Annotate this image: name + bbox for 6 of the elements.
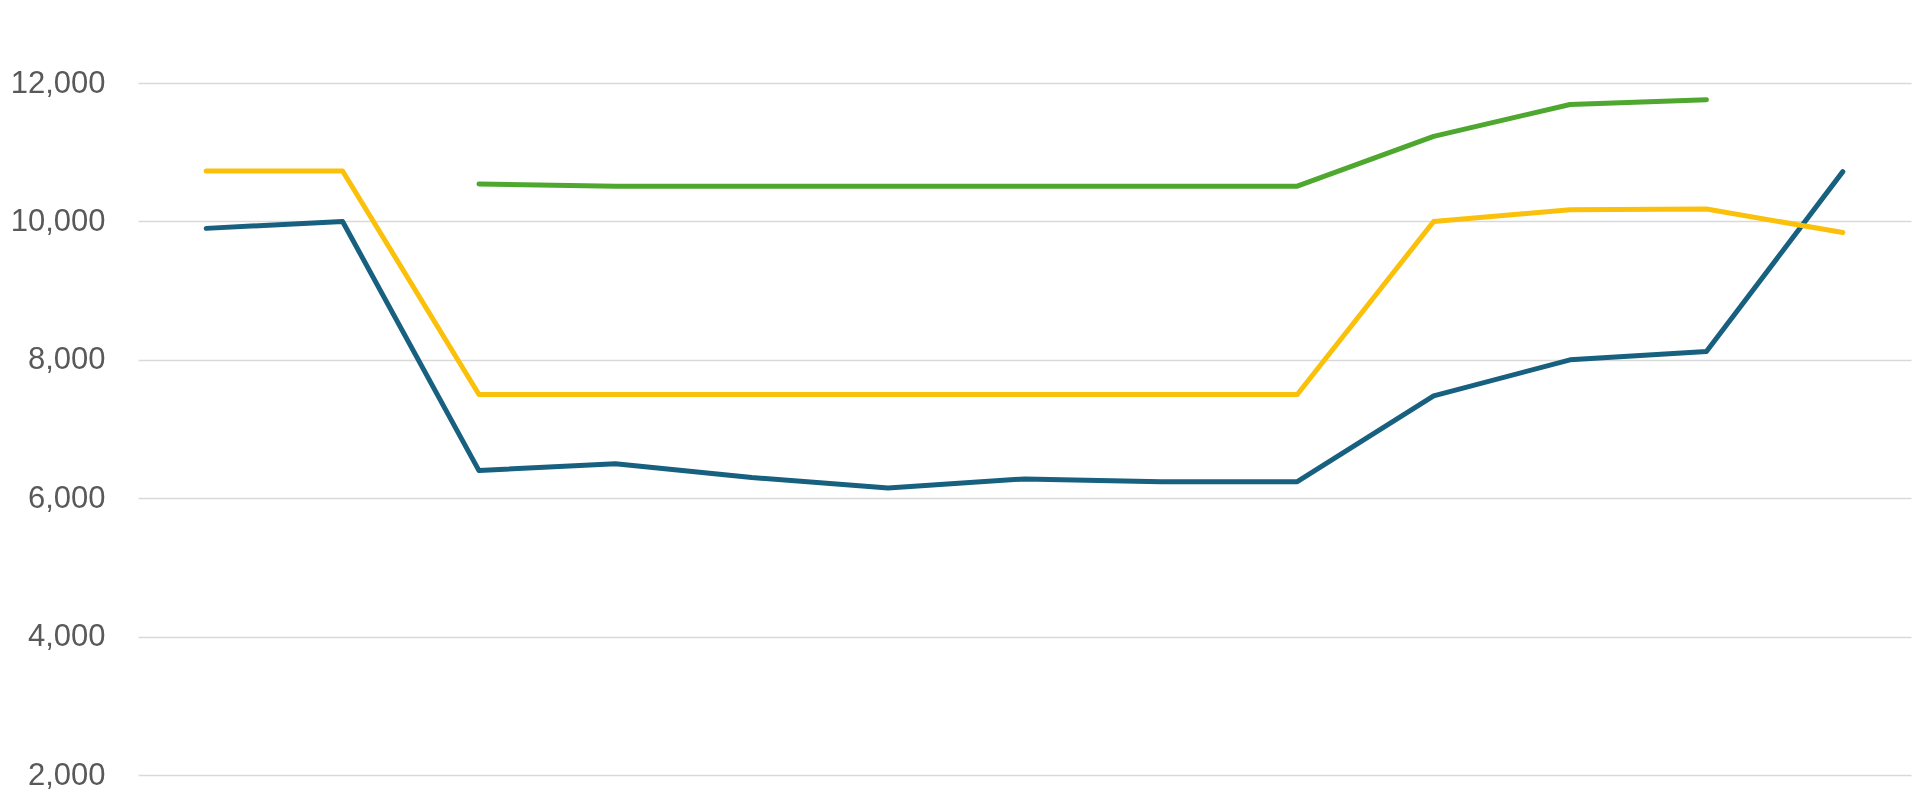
y-tick-label: 2,000 bbox=[27, 756, 106, 792]
y-tick-label: 6,000 bbox=[27, 479, 106, 515]
y-tick-label: 10,000 bbox=[10, 202, 106, 238]
y-tick-label: 4,000 bbox=[27, 618, 106, 654]
y-tick-label: 12,000 bbox=[10, 64, 106, 100]
y-tick-label: 8,000 bbox=[27, 341, 106, 377]
